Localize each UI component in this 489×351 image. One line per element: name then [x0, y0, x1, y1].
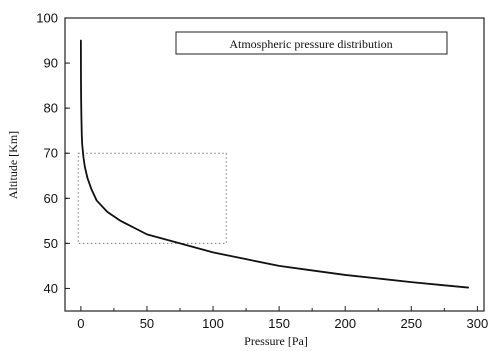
legend: Atmospheric pressure distribution — [175, 31, 448, 55]
x-tick-label-0: 0 — [77, 316, 84, 331]
plot-frame — [64, 17, 485, 312]
y-tick-label-90: 90 — [44, 56, 58, 71]
y-tick-label-50: 50 — [44, 236, 58, 251]
x-axis-title: Pressure [Pa] — [244, 334, 308, 348]
dotted-highlight-box — [77, 152, 227, 244]
y-tick-label-40: 40 — [44, 281, 58, 296]
series-line-0 — [79, 39, 470, 289]
legend-label: Atmospheric pressure distribution — [229, 37, 392, 51]
y-tick-label-80: 80 — [44, 101, 58, 116]
x-axis-ticks: 0 50 100 150 200 250 300 — [77, 306, 488, 331]
x-tick-label-150: 150 — [268, 316, 290, 331]
y-tick-label-100: 100 — [36, 11, 58, 26]
x-tick-label-300: 300 — [467, 316, 489, 331]
y-tick-label-70: 70 — [44, 146, 58, 161]
highlight-region — [77, 152, 227, 244]
x-tick-label-50: 50 — [140, 316, 154, 331]
y-axis-title: Altitude [Km] — [6, 131, 20, 199]
legend-box — [175, 31, 448, 55]
x-tick-label-250: 250 — [400, 316, 422, 331]
x-tick-label-200: 200 — [334, 316, 356, 331]
x-tick-label-100: 100 — [202, 316, 224, 331]
y-axis-ticks: 40 50 60 70 80 90 100 — [36, 11, 70, 296]
series-group — [79, 39, 470, 289]
y-tick-label-60: 60 — [44, 191, 58, 206]
